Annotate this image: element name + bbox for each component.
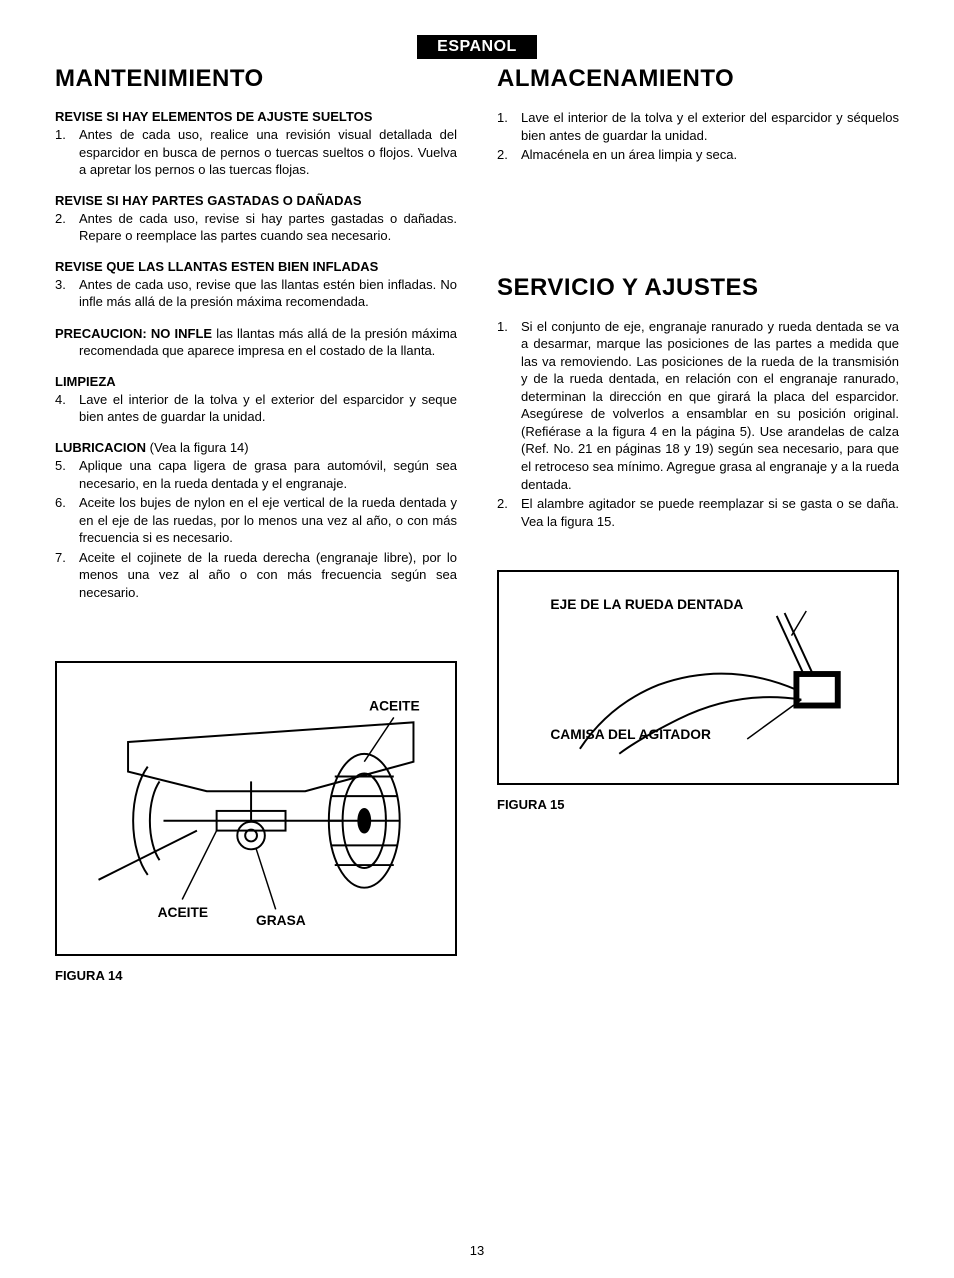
item-number: 1. — [55, 126, 79, 179]
item-text: Antes de cada uso, revise que las llanta… — [79, 276, 457, 311]
caution-lead: PRECAUCION: NO INFLE — [55, 326, 212, 341]
list-loose-fasteners: 1.Antes de cada uso, realice una revisió… — [55, 126, 457, 179]
service-heading: SERVICIO Y AJUSTES — [497, 274, 899, 302]
item-text: Antes de cada uso, revise si hay partes … — [79, 210, 457, 245]
page-number: 13 — [55, 1243, 899, 1258]
item-number: 3. — [55, 276, 79, 311]
item-number: 2. — [497, 146, 521, 164]
item-text: El alambre agitador se puede reemplazar … — [521, 495, 899, 530]
maintenance-heading: MANTENIMIENTO — [55, 65, 457, 93]
item-text: Aceite el cojinete de la rueda derecha (… — [79, 549, 457, 602]
list-item: 1.Lave el interior de la tolva y el exte… — [497, 109, 899, 144]
list-item: 1.Antes de cada uso, realice una revisió… — [55, 126, 457, 179]
list-item: 2.Antes de cada uso, revise si hay parte… — [55, 210, 457, 245]
figure-15-caption: FIGURA 15 — [497, 797, 899, 812]
left-column: MANTENIMIENTO REVISE SI HAY ELEMENTOS DE… — [55, 65, 457, 983]
subhead-lubrication: LUBRICACION (Vea la figura 14) — [55, 440, 457, 455]
item-number: 1. — [497, 109, 521, 144]
figure-14-oil-label-bottom: ACEITE — [158, 906, 208, 921]
item-number: 2. — [55, 210, 79, 245]
item-text: Antes de cada uso, realice una revisión … — [79, 126, 457, 179]
list-service: 1.Si el conjunto de eje, engranaje ranur… — [497, 318, 899, 531]
figure-14-caption: FIGURA 14 — [55, 968, 457, 983]
caution-paragraph: PRECAUCION: NO INFLE las llantas más all… — [55, 325, 457, 360]
storage-heading: ALMACENAMIENTO — [497, 65, 899, 93]
list-worn-parts: 2.Antes de cada uso, revise si hay parte… — [55, 210, 457, 245]
subhead-worn-parts: REVISE SI HAY PARTES GASTADAS O DAÑADAS — [55, 193, 457, 208]
list-item: 1.Si el conjunto de eje, engranaje ranur… — [497, 318, 899, 493]
item-number: 2. — [497, 495, 521, 530]
list-item: 2.Almacénela en un área limpia y seca. — [497, 146, 899, 164]
item-number: 6. — [55, 494, 79, 547]
list-cleaning: 4.Lave el interior de la tolva y el exte… — [55, 391, 457, 426]
subhead-loose-fasteners: REVISE SI HAY ELEMENTOS DE AJUSTE SUELTO… — [55, 109, 457, 124]
item-text: Si el conjunto de eje, engranaje ranurad… — [521, 318, 899, 493]
list-item: 6.Aceite los bujes de nylon en el eje ve… — [55, 494, 457, 547]
list-item: 2.El alambre agitador se puede reemplaza… — [497, 495, 899, 530]
list-tires: 3.Antes de cada uso, revise que las llan… — [55, 276, 457, 311]
item-text: Lave el interior de la tolva y el exteri… — [79, 391, 457, 426]
item-number: 5. — [55, 457, 79, 492]
subhead-lubrication-note: (Vea la figura 14) — [146, 440, 249, 455]
page: ESPANOL MANTENIMIENTO REVISE SI HAY ELEM… — [0, 0, 954, 1278]
item-text: Almacénela en un área limpia y seca. — [521, 146, 899, 164]
subhead-lubrication-bold: LUBRICACION — [55, 440, 146, 455]
item-text: Lave el interior de la tolva y el exteri… — [521, 109, 899, 144]
list-storage: 1.Lave el interior de la tolva y el exte… — [497, 109, 899, 164]
figure-14-diagram: ACEITE ACEITE GRASA — [69, 681, 443, 931]
item-number: 1. — [497, 318, 521, 493]
figure-15-shaft-label: EJE DE LA RUEDA DENTADA — [550, 597, 743, 612]
subhead-cleaning: LIMPIEZA — [55, 374, 457, 389]
list-item: 7.Aceite el cojinete de la rueda derecha… — [55, 549, 457, 602]
figure-14-grease-label: GRASA — [256, 913, 306, 928]
figure-15-sleeve-label: CAMISA DEL AGITADOR — [550, 727, 711, 742]
right-column: ALMACENAMIENTO 1.Lave el interior de la … — [497, 65, 899, 983]
figure-14-oil-label-top: ACEITE — [369, 699, 419, 714]
item-number: 4. — [55, 391, 79, 426]
two-column-layout: MANTENIMIENTO REVISE SI HAY ELEMENTOS DE… — [55, 65, 899, 983]
item-text: Aplique una capa ligera de grasa para au… — [79, 457, 457, 492]
figure-15-diagram: EJE DE LA RUEDA DENTADA CAMISA DEL AGITA… — [511, 590, 885, 760]
subhead-tires: REVISE QUE LAS LLANTAS ESTEN BIEN INFLAD… — [55, 259, 457, 274]
list-lubrication: 5.Aplique una capa ligera de grasa para … — [55, 457, 457, 601]
figure-14-box: ACEITE ACEITE GRASA — [55, 661, 457, 956]
figure-15-box: EJE DE LA RUEDA DENTADA CAMISA DEL AGITA… — [497, 570, 899, 785]
item-text: Aceite los bujes de nylon en el eje vert… — [79, 494, 457, 547]
item-number: 7. — [55, 549, 79, 602]
language-tag: ESPANOL — [417, 35, 537, 59]
list-item: 5.Aplique una capa ligera de grasa para … — [55, 457, 457, 492]
list-item: 3.Antes de cada uso, revise que las llan… — [55, 276, 457, 311]
list-item: 4.Lave el interior de la tolva y el exte… — [55, 391, 457, 426]
